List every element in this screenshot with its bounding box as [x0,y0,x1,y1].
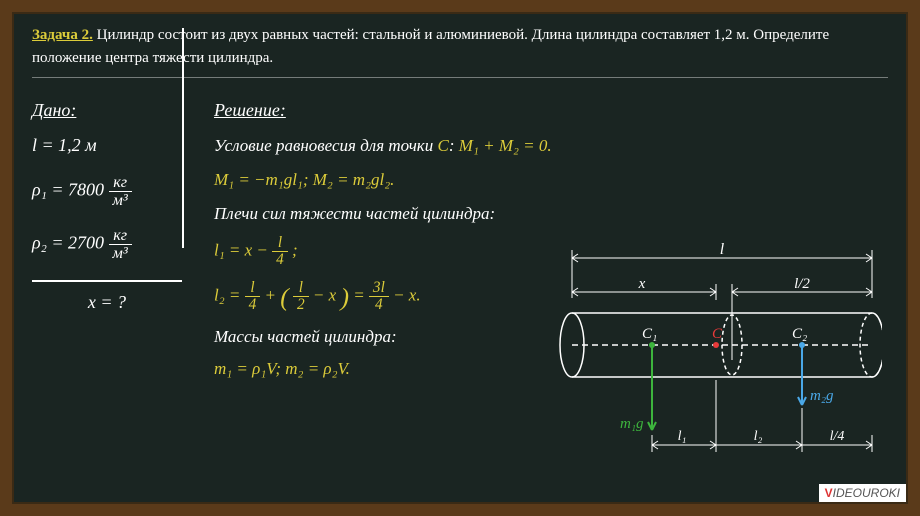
task-label: Задача 2. [32,27,93,43]
arms-label: Плечи сил тяжести частей цилиндра: [214,203,888,225]
dim-l1: l₁ [678,429,687,444]
dim-l4: l/4 [830,429,845,444]
given-l: l = 1,2 м [32,135,200,156]
dim-x: x [638,276,646,292]
label-m1g: m₁g⃗ [620,416,655,432]
equilibrium-condition: Условие равновесия для точки C: M₁ + M₂ … [214,135,888,157]
given-divider [32,280,182,282]
label-m2g: m₂g⃗ [810,388,845,404]
columns: Дано: l = 1,2 м ρ₁ = 7800 кг м³ ρ₂ = 270… [32,90,888,392]
solution-heading: Решение: [214,100,888,121]
given-column: Дано: l = 1,2 м ρ₁ = 7800 кг м³ ρ₂ = 270… [32,90,200,392]
solution-column: Решение: Условие равновесия для точки C:… [200,90,888,392]
moments-eq: M₁ = −m₁gl₁; M₂ = m₂gl₂. [214,169,888,191]
task-text: Цилиндр состоит из двух равных частей: с… [32,27,829,66]
label-c1: C₁ [642,326,657,342]
dim-l2: l/2 [794,276,810,292]
cylinder-diagram: l x l/2 [542,240,882,460]
unit-fraction: кг м³ [109,174,132,209]
problem-statement: Задача 2. Цилиндр состоит из двух равных… [32,24,888,69]
given-rho1: ρ₁ = 7800 кг м³ [32,174,200,209]
point-c [713,342,719,348]
horizontal-divider [32,77,888,78]
given-heading: Дано: [32,100,200,121]
dim-l2b: l₂ [754,429,763,444]
given-rho2: ρ₂ = 2700 кг м³ [32,227,200,262]
label-c2: C₂ [792,326,807,342]
given-find: x = ? [32,292,182,313]
dim-l: l [720,241,725,258]
unit-fraction: кг м³ [109,227,132,262]
label-c: C [712,326,723,342]
watermark: VIDEOUROKI [819,484,906,502]
chalkboard: Задача 2. Цилиндр состоит из двух равных… [12,12,908,504]
